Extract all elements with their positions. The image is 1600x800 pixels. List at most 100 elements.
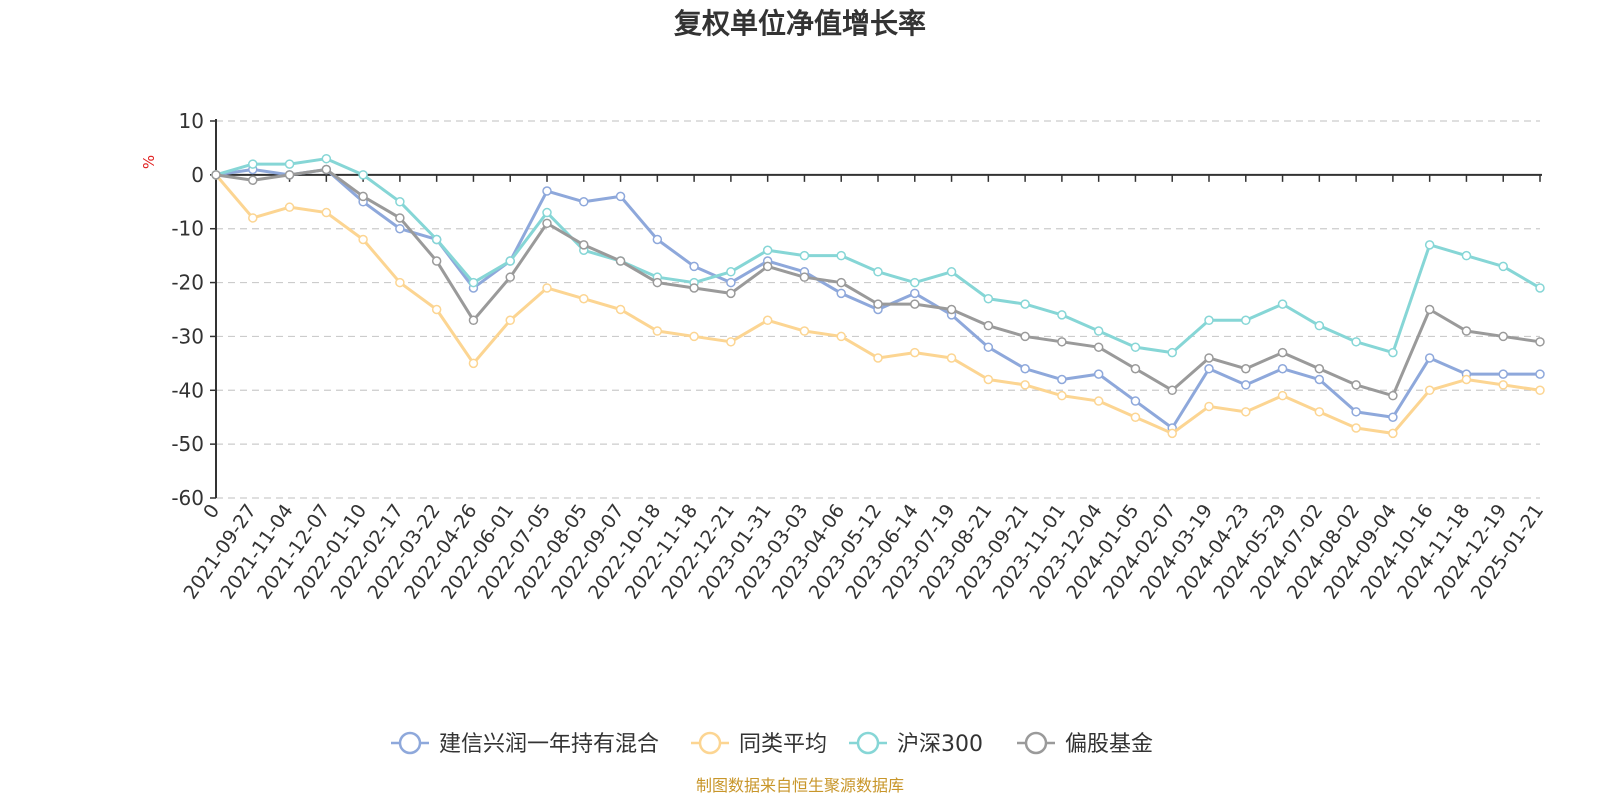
data-point xyxy=(579,197,589,207)
series-layer xyxy=(211,153,1545,439)
data-point xyxy=(836,331,846,342)
data-point xyxy=(1020,363,1030,374)
legend-item[interactable]: 沪深300 xyxy=(849,731,983,757)
y-axis-unit: % xyxy=(140,155,158,169)
data-point xyxy=(726,267,736,277)
data-point xyxy=(689,331,699,342)
x-axis: 02021-09-272021-11-042021-12-072022-01-1… xyxy=(180,173,1548,603)
series-1 xyxy=(211,164,1545,433)
data-point xyxy=(321,207,332,218)
data-point xyxy=(910,277,920,288)
data-point xyxy=(615,304,626,315)
data-point xyxy=(873,353,883,363)
data-point xyxy=(946,304,957,315)
data-point xyxy=(836,277,846,288)
data-point xyxy=(762,245,773,256)
data-point xyxy=(1314,374,1325,385)
data-point xyxy=(284,159,295,169)
data-point xyxy=(1424,240,1435,250)
data-point xyxy=(1535,283,1545,293)
source-note: 制图数据来自恒生聚源数据库 xyxy=(696,776,904,795)
data-point xyxy=(431,304,442,315)
legend-item[interactable]: 同类平均 xyxy=(691,731,827,757)
legend-label: 建信兴润一年持有混合 xyxy=(439,732,659,757)
data-point xyxy=(1388,412,1398,422)
data-point xyxy=(1277,390,1288,401)
data-point xyxy=(983,320,994,331)
data-point xyxy=(542,186,552,196)
data-point xyxy=(542,283,552,293)
data-point xyxy=(983,293,994,304)
x-tick-label: 0 xyxy=(199,500,224,523)
data-point xyxy=(1167,428,1177,439)
data-point xyxy=(1020,380,1030,390)
data-point xyxy=(284,202,295,212)
data-point xyxy=(1204,401,1214,412)
y-tick-label: 0 xyxy=(191,163,204,187)
data-point xyxy=(1241,315,1251,326)
data-point xyxy=(1498,380,1508,390)
y-tick-label: 10 xyxy=(179,109,204,133)
data-point xyxy=(1204,363,1214,374)
data-point xyxy=(1130,363,1141,374)
data-point xyxy=(836,288,846,299)
data-point xyxy=(431,256,442,266)
data-point xyxy=(873,299,883,309)
data-point xyxy=(358,170,368,180)
legend-item[interactable]: 建信兴润一年持有混合 xyxy=(391,731,659,757)
data-point xyxy=(1057,390,1067,401)
data-point xyxy=(505,272,515,282)
data-point xyxy=(321,164,332,175)
data-point xyxy=(395,223,405,234)
data-point xyxy=(468,277,479,288)
data-point xyxy=(799,272,810,282)
data-point xyxy=(321,153,332,164)
legend-marker xyxy=(856,731,880,755)
data-point xyxy=(983,342,994,352)
data-point xyxy=(1498,261,1508,272)
data-point xyxy=(1535,369,1545,379)
y-tick-label: -40 xyxy=(171,378,204,402)
data-point xyxy=(1093,326,1104,336)
data-point xyxy=(1277,363,1288,374)
data-point xyxy=(1388,390,1398,401)
data-point xyxy=(652,234,663,245)
series-2 xyxy=(211,170,1545,439)
data-point xyxy=(726,337,736,347)
data-point xyxy=(395,277,405,288)
y-tick-label: -60 xyxy=(171,486,204,510)
data-point xyxy=(762,315,773,326)
series-3 xyxy=(211,153,1545,358)
data-point xyxy=(615,256,626,266)
y-tick-label: -10 xyxy=(171,217,204,241)
legend-item[interactable]: 偏股基金 xyxy=(1017,731,1153,757)
data-point xyxy=(1388,347,1398,358)
data-point xyxy=(1057,337,1067,347)
y-axis: 10 0 -10 -20 -30 -40 -50 -60 xyxy=(171,109,217,510)
data-point xyxy=(468,315,479,326)
data-point xyxy=(505,315,515,326)
data-point xyxy=(1424,385,1435,396)
data-point xyxy=(1277,347,1288,358)
data-point xyxy=(1498,369,1508,379)
legend[interactable]: 建信兴润一年持有混合 同类平均 沪深300 偏股基金 xyxy=(391,731,1153,757)
data-point xyxy=(799,250,810,261)
legend-marker xyxy=(1024,731,1048,755)
data-point xyxy=(358,191,368,202)
data-point xyxy=(689,283,699,293)
chart-title: 复权单位净值增长率 xyxy=(674,7,926,40)
data-point xyxy=(946,267,957,277)
data-point xyxy=(1498,331,1508,342)
data-point xyxy=(1093,396,1104,406)
data-point xyxy=(1351,380,1361,390)
data-point xyxy=(1424,304,1435,315)
legend-label: 同类平均 xyxy=(739,732,827,757)
data-point xyxy=(211,170,221,180)
data-point xyxy=(910,347,920,358)
data-point xyxy=(1314,320,1325,331)
data-point xyxy=(1057,374,1067,385)
y-tick-label: -50 xyxy=(171,432,204,456)
data-point xyxy=(1535,385,1545,396)
data-point xyxy=(248,159,258,169)
y-tick-label: -20 xyxy=(171,271,204,295)
